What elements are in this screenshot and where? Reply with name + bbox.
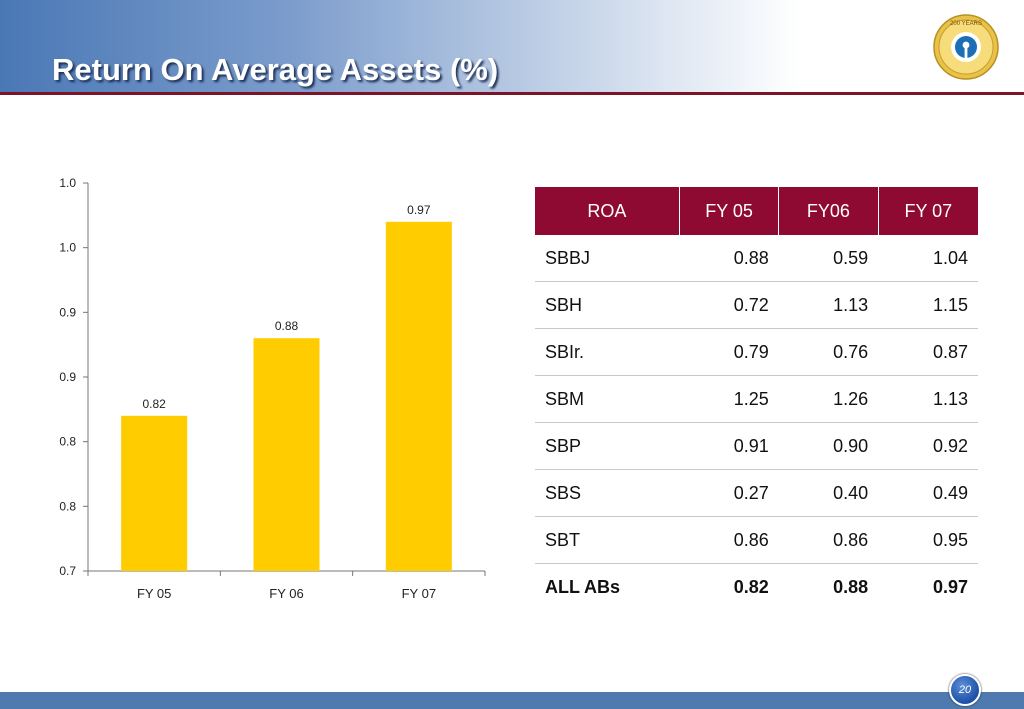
- value-cell: 0.92: [878, 422, 978, 470]
- bar: [385, 221, 452, 572]
- value-cell: 0.79: [679, 328, 779, 376]
- value-cell: 0.90: [778, 422, 879, 470]
- bank-name-cell: SBM: [535, 375, 680, 423]
- y-tick-label: 0.8: [59, 435, 76, 449]
- bank-name-cell: SBH: [535, 281, 680, 329]
- value-cell: 0.59: [778, 235, 879, 282]
- roa-table: ROA FY 05 FY06 FY 07 SBBJ 0.88 0.59 1.04…: [535, 187, 978, 610]
- total-value-cell: 0.97: [932, 576, 968, 597]
- value-cell: 0.86: [679, 516, 779, 564]
- value-cell: 0.88: [679, 235, 779, 282]
- value-cell: 0.86: [778, 516, 879, 564]
- table-row: SBS 0.27 0.40 0.49: [535, 469, 978, 517]
- value-cell: 1.13: [878, 375, 978, 423]
- bank-name-cell: SBP: [535, 422, 680, 470]
- value-cell: 1.13: [778, 281, 879, 329]
- value-cell: 0.72: [679, 281, 779, 329]
- x-tick-label: FY 07: [402, 586, 436, 601]
- table-row: SBIr. 0.79 0.76 0.87: [535, 328, 978, 376]
- page-number-badge: 20: [949, 674, 981, 706]
- value-cell: 1.04: [878, 235, 978, 282]
- roa-bar-chart: 0.7 0.8 0.8 0.9 0.9 1.0 1.0 FY 05 FY 06 FY 07 0.…: [59, 176, 486, 601]
- x-tick-label: FY 05: [137, 586, 171, 601]
- header-cell: ROA: [535, 187, 680, 235]
- bank-name-cell: SBIr.: [535, 328, 680, 376]
- bank-name-cell: SBBJ: [535, 235, 680, 282]
- value-cell: 0.40: [778, 469, 879, 517]
- header-cell: FY 05: [679, 187, 780, 235]
- value-cell: 0.27: [679, 469, 779, 517]
- y-tick-label: 1.0: [59, 241, 76, 255]
- header-divider: [0, 92, 1024, 95]
- table-row: SBP 0.91 0.90 0.92: [535, 422, 978, 470]
- header-cell: FY06: [778, 187, 879, 235]
- total-value-cell: 0.82: [733, 576, 769, 597]
- bar-series: 0.82 0.88 0.97: [121, 203, 452, 572]
- value-cell: 0.87: [878, 328, 978, 376]
- value-cell: 1.15: [878, 281, 978, 329]
- page-title: Return On Average Assets (%): [52, 52, 499, 87]
- value-cell: 0.49: [878, 469, 978, 517]
- header-cell: FY 07: [878, 187, 978, 235]
- logo-text: 200 YEARS: [950, 21, 982, 27]
- table-row: SBBJ 0.88 0.59 1.04: [535, 235, 978, 282]
- table-row: SBM 1.25 1.26 1.13: [535, 375, 978, 423]
- table-total-row: ALL ABs 0.82 0.88 0.97: [535, 564, 978, 611]
- table-row: SBH 0.72 1.13 1.15: [535, 281, 978, 329]
- footer-bar: [0, 692, 1024, 709]
- y-tick-label: 1.0: [59, 176, 76, 190]
- value-cell: 0.76: [778, 328, 879, 376]
- bank-name-cell: SBS: [535, 469, 680, 517]
- value-cell: 0.95: [878, 516, 978, 564]
- value-cell: 1.26: [778, 375, 879, 423]
- x-tick-label: FY 06: [269, 586, 303, 601]
- y-tick-label: 0.9: [59, 305, 76, 319]
- header-banner: [0, 0, 1024, 92]
- y-tick-label: 0.8: [59, 499, 76, 513]
- y-tick-label: 0.7: [59, 564, 76, 578]
- bank-name-cell: SBT: [535, 516, 680, 564]
- total-value-cell: 0.88: [833, 576, 869, 597]
- bar-data-label: 0.82: [142, 397, 166, 411]
- table-header-row: ROA FY 05 FY06 FY 07: [535, 187, 978, 235]
- value-cell: 1.25: [679, 375, 779, 423]
- x-axis: FY 05 FY 06 FY 07: [87, 570, 486, 601]
- bank-logo-icon: 200 YEARS: [933, 14, 999, 80]
- table-row: SBT 0.86 0.86 0.95: [535, 516, 978, 564]
- bar-data-label: 0.97: [407, 203, 431, 217]
- y-tick-label: 0.9: [59, 370, 76, 384]
- bar: [253, 338, 320, 571]
- y-axis: 0.7 0.8 0.8 0.9 0.9 1.0 1.0: [59, 176, 89, 578]
- value-cell: 0.91: [679, 422, 779, 470]
- bar-data-label: 0.88: [275, 319, 299, 333]
- bar: [121, 415, 188, 571]
- total-name-cell: ALL ABs: [545, 576, 621, 597]
